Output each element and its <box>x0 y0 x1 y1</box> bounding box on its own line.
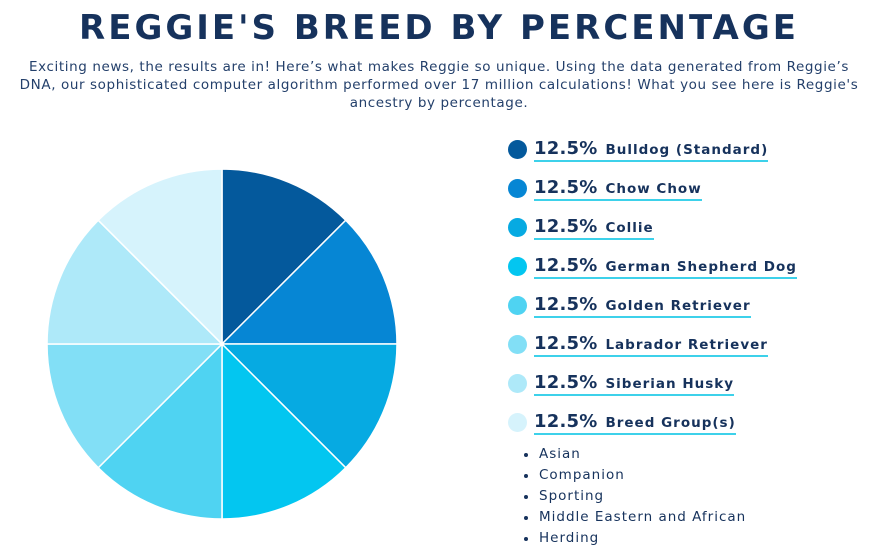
legend-swatch <box>508 257 527 276</box>
breed-group-item: Herding <box>508 528 746 549</box>
pie-slice <box>97 168 223 346</box>
legend-percentage: 12.5% <box>534 255 598 276</box>
legend-entry: 12.5% Golden Retriever <box>534 294 751 318</box>
legend-percentage: 12.5% <box>534 216 598 237</box>
legend-entry: 12.5% Breed Group(s) <box>534 411 736 435</box>
intro-text: Exciting news, the results are in! Here’… <box>19 59 859 111</box>
legend-percentage: 12.5% <box>534 333 598 354</box>
pie-slice <box>220 219 398 345</box>
legend-swatch <box>508 413 527 432</box>
legend-swatch <box>508 296 527 315</box>
legend-swatch <box>508 218 527 237</box>
pie-slice <box>46 219 224 345</box>
breed-group-item: Middle Eastern and African <box>508 507 746 528</box>
breed-group-item: Companion <box>508 465 746 486</box>
legend-entry: 12.5% Collie <box>534 216 654 240</box>
legend-percentage: 12.5% <box>534 411 598 432</box>
legend-swatch <box>508 374 527 393</box>
legend-breed-label: German Shepherd Dog <box>605 259 797 275</box>
legend-percentage: 12.5% <box>534 372 598 393</box>
legend-entry: 12.5% Bulldog (Standard) <box>534 138 769 162</box>
legend-percentage: 12.5% <box>534 177 598 198</box>
pie-slice <box>97 342 223 520</box>
legend-entry: 12.5% Siberian Husky <box>534 372 735 396</box>
legend-percentage: 12.5% <box>534 294 598 315</box>
legend-breed-label: Chow Chow <box>605 181 702 197</box>
legend-breed-label: Golden Retriever <box>605 298 751 314</box>
breed-group-item: Sporting <box>508 486 746 507</box>
legend-swatch <box>508 335 527 354</box>
legend-swatch <box>508 140 527 159</box>
legend-percentage: 12.5% <box>534 138 598 159</box>
legend-breed-label: Bulldog (Standard) <box>605 142 769 158</box>
pie-slice <box>220 343 398 469</box>
legend-breed-label: Siberian Husky <box>605 376 735 392</box>
pie-slice <box>221 342 347 520</box>
legend-swatch <box>508 179 527 198</box>
page-title: REGGIE'S BREED BY PERCENTAGE <box>79 8 799 48</box>
breed-group-item: Asian <box>508 444 746 465</box>
legend-entry: 12.5% Chow Chow <box>534 177 702 201</box>
pie-slice <box>46 343 224 469</box>
breed-group-list: Asian Companion Sporting Middle Eastern and… <box>508 444 746 549</box>
pie-chart <box>46 168 398 520</box>
legend-breed-label: Labrador Retriever <box>605 337 768 353</box>
legend-entry: 12.5% Labrador Retriever <box>534 333 768 357</box>
legend-breed-label: Collie <box>605 220 654 236</box>
legend-breed-label: Breed Group(s) <box>605 415 736 431</box>
legend-entry: 12.5% German Shepherd Dog <box>534 255 797 279</box>
pie-slice <box>221 168 347 346</box>
